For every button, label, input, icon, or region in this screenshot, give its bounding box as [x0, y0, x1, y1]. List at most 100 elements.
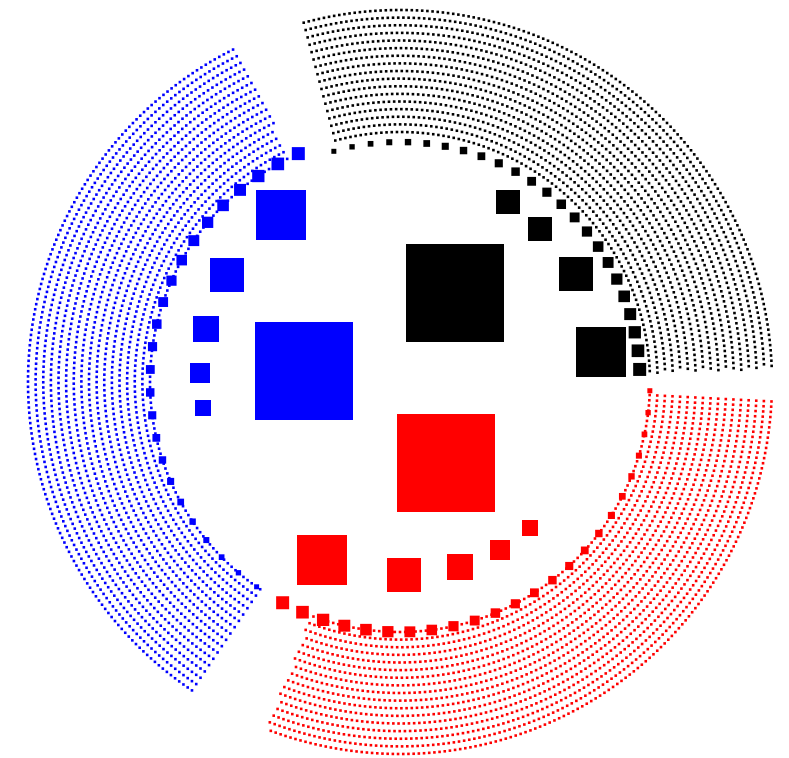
ring-dot	[144, 532, 148, 535]
ring-dot	[559, 610, 562, 614]
ring-dot	[730, 460, 734, 463]
ring-dot	[690, 298, 694, 302]
ring-dot	[714, 529, 718, 532]
ring-dot	[671, 446, 674, 450]
ring-dot	[134, 530, 138, 533]
ring-dot	[222, 192, 226, 196]
ring-dot	[125, 289, 128, 293]
ring-dot	[528, 603, 532, 606]
ring-dot	[724, 200, 727, 204]
ring-dot	[720, 433, 724, 437]
ring-dot	[310, 678, 314, 682]
ring-dot	[500, 617, 504, 620]
ring-dot	[200, 193, 203, 196]
ring-dot	[133, 315, 137, 318]
ring-dot	[167, 195, 171, 199]
ring-dot	[705, 547, 708, 551]
ring-dot	[613, 188, 616, 191]
ring-dot	[430, 25, 433, 28]
ring-dot	[424, 698, 428, 701]
ring-dot	[528, 629, 531, 633]
ring-dot	[491, 685, 494, 689]
ring-dot	[542, 594, 545, 598]
ring-dot	[524, 164, 528, 168]
ring-dot	[688, 601, 691, 605]
ring-dot	[384, 108, 388, 111]
ring-dot	[706, 576, 709, 579]
ring-dot	[504, 737, 508, 740]
ring-dot	[722, 423, 725, 427]
ring-dot	[508, 49, 511, 52]
ring-dot	[204, 593, 208, 597]
ring-dot	[388, 699, 392, 702]
ring-dot	[609, 173, 613, 176]
ring-dot	[723, 305, 727, 308]
ring-dot	[463, 708, 466, 711]
ring-dot	[421, 131, 425, 135]
ring-dot	[674, 568, 678, 572]
ring-dot	[551, 154, 555, 158]
ring-dot	[107, 489, 111, 493]
ring-dot	[579, 156, 582, 159]
ring-dot	[647, 268, 651, 272]
ring-dot	[142, 285, 146, 289]
ring-dot	[574, 53, 578, 56]
ring-dot	[595, 580, 598, 584]
ring-dot	[179, 205, 182, 209]
ring-dot	[168, 540, 171, 544]
ring-dot	[418, 100, 422, 104]
ring-dot	[170, 246, 173, 249]
ring-dot	[157, 564, 161, 568]
ring-dot	[139, 323, 143, 326]
ring-dot	[583, 159, 586, 162]
ring-dot	[660, 279, 664, 283]
ring-dot	[432, 643, 435, 647]
ring-dot	[562, 143, 566, 147]
ring-dot	[725, 449, 728, 453]
ring-dot	[655, 132, 658, 136]
ring-dot	[689, 293, 693, 297]
ring-dot	[549, 608, 552, 611]
ring-dot	[207, 175, 211, 179]
ring-dot	[460, 29, 464, 33]
ring-dot	[350, 749, 353, 753]
ring-dot	[566, 596, 569, 599]
ring-dot	[674, 237, 678, 241]
ring-dot	[652, 214, 655, 217]
ring-dot	[250, 124, 253, 128]
ring-dot	[641, 225, 644, 228]
ring-dot	[659, 257, 662, 260]
ring-dot	[648, 538, 652, 541]
ring-dot	[723, 253, 727, 257]
ring-dot	[579, 118, 583, 121]
ring-dot	[735, 321, 738, 325]
ring-dot	[714, 337, 718, 341]
ring-dot	[608, 578, 611, 581]
ring-dot	[295, 674, 299, 677]
ring-dot	[86, 285, 90, 288]
ring-dot	[464, 84, 467, 88]
ring-dot	[338, 36, 342, 40]
ring-dot	[634, 464, 637, 468]
ring-dot	[329, 636, 332, 640]
ring-dot	[164, 488, 168, 492]
ring-dot	[437, 56, 441, 60]
ring-dot	[568, 659, 571, 663]
ring-dot	[653, 230, 657, 234]
ring-dot	[237, 591, 241, 595]
ring-dot	[132, 509, 135, 512]
ring-dot	[199, 556, 203, 559]
ring-dot	[297, 650, 301, 654]
ring-dot	[92, 494, 96, 497]
ring-dot	[208, 207, 211, 210]
ring-dot	[530, 611, 533, 614]
ring-dot	[522, 597, 526, 601]
ring-dot	[305, 637, 308, 640]
ring-dot	[246, 172, 250, 176]
ring-dot	[550, 616, 554, 619]
ring-dot	[700, 570, 704, 574]
ring-dot	[407, 115, 410, 119]
ring-dot	[693, 358, 697, 362]
ring-dot	[612, 154, 616, 158]
ring-dot	[448, 679, 451, 683]
